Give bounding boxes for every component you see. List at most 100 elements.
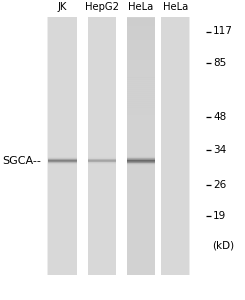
Bar [127,119,155,122]
Bar [127,20,155,22]
Bar [49,161,76,162]
Bar [127,22,155,24]
Bar [49,158,76,159]
Bar [76,16,88,274]
Bar [127,160,155,161]
Bar [127,56,155,58]
Text: 19: 19 [213,211,226,221]
Bar [88,158,116,159]
Bar [127,60,155,62]
Bar [127,164,155,165]
Text: HepG2: HepG2 [85,2,119,12]
Bar [127,32,155,34]
Bar [49,157,76,158]
Bar [127,163,155,164]
Bar [127,101,155,103]
Text: 48: 48 [213,112,226,122]
Bar [127,83,155,86]
Bar [127,93,155,96]
Bar [127,28,155,30]
Bar [127,26,155,28]
Bar [127,77,155,80]
Bar [127,70,155,72]
Bar [127,50,155,52]
Bar [127,44,155,46]
Bar [127,85,155,88]
Bar [127,99,155,102]
Bar [155,16,161,274]
Bar [127,161,155,162]
Bar [127,109,155,112]
Bar [127,131,155,133]
Text: 34: 34 [213,145,226,155]
Bar [116,16,127,274]
Text: (kD): (kD) [212,241,234,251]
Bar [127,18,155,20]
Bar [127,127,155,129]
Bar [88,162,116,163]
Text: HeLa: HeLa [128,2,154,12]
Bar [49,16,76,274]
Bar [127,58,155,60]
Bar [127,46,155,48]
Bar [127,115,155,117]
Bar [127,123,155,125]
Bar [127,129,155,131]
Bar [127,92,155,94]
Bar [127,34,155,36]
Bar [127,54,155,56]
Bar [127,48,155,50]
Bar [127,80,155,82]
Bar [161,16,189,274]
Bar [127,64,155,66]
Bar [49,159,76,160]
Bar [127,158,155,159]
Bar [49,160,76,161]
Bar [127,95,155,98]
Bar [127,105,155,107]
Bar [127,121,155,123]
Bar [127,125,155,127]
Bar [88,161,116,162]
Bar [127,66,155,68]
Bar [88,16,116,274]
Bar [127,107,155,110]
Bar [127,117,155,119]
Text: JK: JK [58,2,67,12]
Bar [127,133,155,135]
Bar [127,97,155,100]
Bar [127,38,155,40]
Bar [127,82,155,84]
Bar [88,163,116,164]
Bar [127,52,155,54]
Text: 26: 26 [213,179,226,190]
Bar [47,16,191,274]
Bar [127,103,155,106]
Bar [127,87,155,90]
Bar [127,40,155,42]
Text: HeLa: HeLa [162,2,188,12]
Text: SGCA--: SGCA-- [2,155,41,166]
Bar [127,30,155,32]
Bar [127,111,155,113]
Bar [49,164,76,165]
Bar [127,159,155,160]
Bar [127,135,155,137]
Bar [127,42,155,44]
Bar [127,76,155,78]
Bar [49,162,76,163]
Bar [88,160,116,161]
Bar [127,24,155,26]
Text: 85: 85 [213,58,226,68]
Bar [49,163,76,164]
Bar [127,74,155,76]
Bar [127,36,155,38]
Bar [127,89,155,92]
Text: 117: 117 [213,26,233,37]
Bar [127,156,155,157]
Bar [127,61,155,64]
Bar [88,159,116,160]
Bar [127,113,155,116]
Bar [127,68,155,70]
Bar [127,16,155,274]
